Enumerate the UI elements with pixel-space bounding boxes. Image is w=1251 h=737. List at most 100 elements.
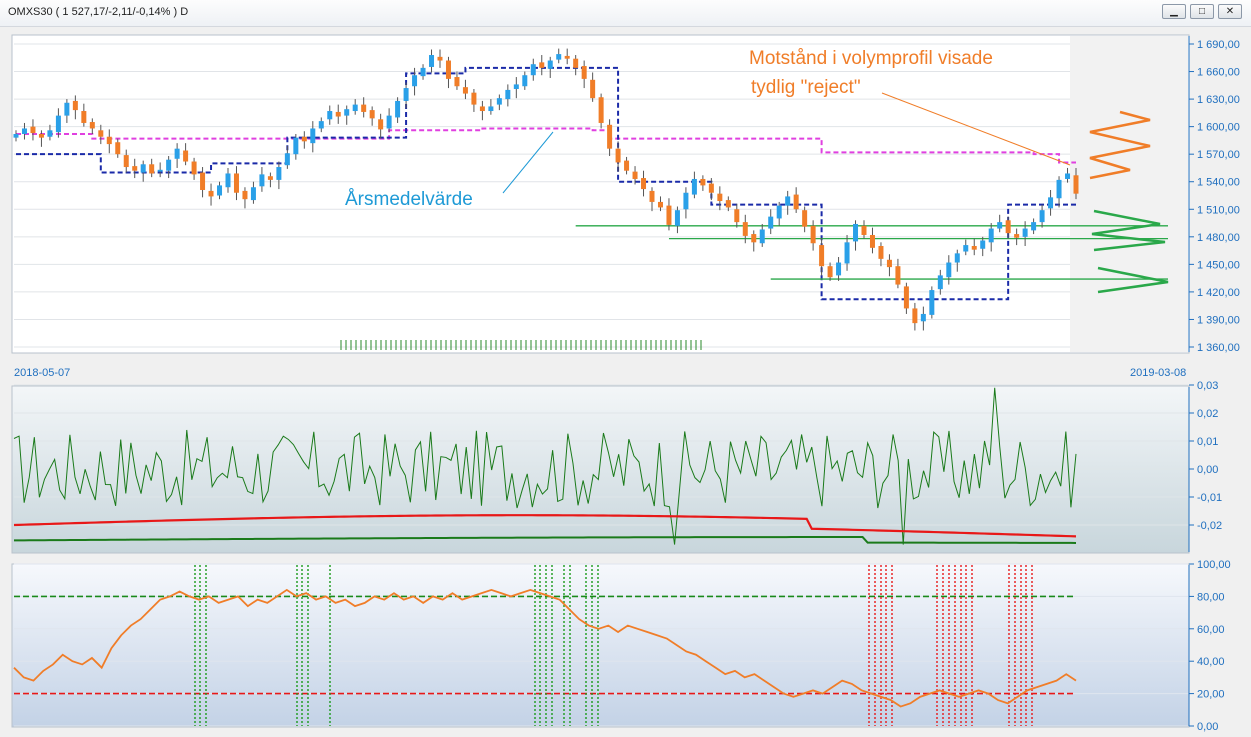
candle-body — [946, 262, 952, 278]
vp-support-zigzag-1 — [1091, 209, 1166, 252]
candle-body — [352, 104, 358, 112]
candle-body — [310, 128, 316, 144]
candle-body — [225, 173, 231, 188]
price-tick-label: 1 480,00 — [1197, 232, 1240, 244]
candle-body — [157, 169, 163, 172]
annotation-resistance-line2: tydlig "reject" — [751, 77, 861, 98]
candle-body — [386, 115, 392, 129]
candle-body — [802, 210, 808, 227]
candle-body — [378, 119, 384, 130]
price-tick-label: 1 510,00 — [1197, 204, 1240, 216]
osc-series-line — [13, 588, 1077, 708]
candle-body — [649, 190, 655, 202]
candle-body — [412, 75, 418, 87]
candle-body — [64, 102, 70, 116]
annotation-resistance-pointer — [881, 92, 1071, 166]
candle-body — [276, 167, 282, 180]
candle-body — [191, 161, 197, 175]
candle-body — [123, 155, 129, 168]
returns-series-line — [13, 387, 1077, 545]
candle-body — [335, 111, 341, 117]
maximize-button[interactable]: □ — [1190, 4, 1214, 19]
candle-body — [55, 115, 61, 133]
candle-body — [937, 275, 943, 290]
osc-tick-label: 80,00 — [1197, 591, 1225, 603]
candle-body — [72, 100, 78, 111]
candle-body — [106, 136, 112, 145]
candle-body — [115, 142, 121, 155]
candle-body — [759, 229, 765, 244]
candle-body — [488, 106, 494, 112]
candle-body — [827, 266, 833, 278]
candle-body — [556, 54, 562, 60]
candle-body — [954, 253, 960, 263]
candle-body — [615, 148, 621, 163]
candle-body — [217, 185, 223, 196]
candle-body — [997, 222, 1003, 229]
candle-body — [471, 92, 477, 105]
candle-body — [793, 194, 799, 210]
candle-body — [836, 262, 842, 276]
candle-body — [810, 225, 816, 244]
candle-body — [1065, 173, 1071, 179]
osc-tick-label: 0,00 — [1197, 721, 1218, 733]
candle-body — [751, 234, 757, 243]
candle-body — [708, 183, 714, 193]
candle-body — [920, 313, 926, 322]
candle-body — [1031, 222, 1037, 231]
vp-support-zigzag-2 — [1097, 266, 1169, 294]
candle-body — [657, 201, 663, 208]
candle-body — [564, 55, 570, 59]
x-start-date: 2018-05-07 — [14, 367, 70, 379]
candle-body — [149, 164, 155, 174]
candle-body — [886, 259, 892, 268]
candle-body — [242, 190, 248, 200]
candle-body — [632, 171, 638, 179]
returns-tick-label: -0,01 — [1197, 492, 1222, 504]
returns-tick-label: 0,00 — [1197, 464, 1218, 476]
candle-body — [980, 240, 986, 249]
returns-tick-label: -0,02 — [1197, 520, 1222, 532]
candle-body — [437, 56, 443, 61]
candle-body — [140, 164, 146, 173]
x-end-date: 2019-03-08 — [1130, 367, 1186, 379]
candle-body — [369, 110, 375, 119]
price-panel — [11, 34, 1190, 354]
candle-body — [1073, 175, 1079, 194]
candle-body — [429, 55, 435, 67]
close-button[interactable]: ✕ — [1218, 4, 1242, 19]
returns-tick-label: 0,03 — [1197, 380, 1218, 392]
price-tick-label: 1 630,00 — [1197, 94, 1240, 106]
candle-body — [208, 190, 214, 197]
candle-body — [878, 246, 884, 259]
candle-body — [327, 111, 333, 120]
minimize-icon: ▁ — [1170, 6, 1178, 17]
candle-body — [674, 210, 680, 226]
candle-body — [89, 122, 95, 129]
osc-tick-label: 60,00 — [1197, 624, 1225, 636]
candle-body — [530, 64, 536, 76]
candle-body — [869, 234, 875, 248]
candle-body — [445, 60, 451, 79]
candle-body — [742, 222, 748, 236]
candle-body — [420, 67, 426, 77]
minimize-button[interactable]: ▁ — [1162, 4, 1186, 19]
returns-series-line — [13, 536, 1077, 544]
osc-tick-label: 40,00 — [1197, 656, 1225, 668]
window-titlebar: OMXS30 ( 1 527,17/-2,11/-0,14% ) D ▁ □ ✕ — [0, 0, 1251, 27]
candle-body — [725, 200, 731, 208]
candle-body — [81, 111, 87, 123]
candle-body — [318, 121, 324, 129]
candle-body — [250, 187, 256, 201]
price-tick-label: 1 600,00 — [1197, 122, 1240, 134]
candle-body — [912, 308, 918, 324]
candle-body — [598, 97, 604, 123]
candle-body — [462, 87, 468, 94]
candle-body — [700, 178, 706, 186]
candle-body — [1022, 228, 1028, 237]
candle-body — [717, 193, 723, 202]
candle-body — [505, 89, 511, 100]
candle-body — [361, 104, 367, 112]
candle-body — [768, 216, 774, 229]
